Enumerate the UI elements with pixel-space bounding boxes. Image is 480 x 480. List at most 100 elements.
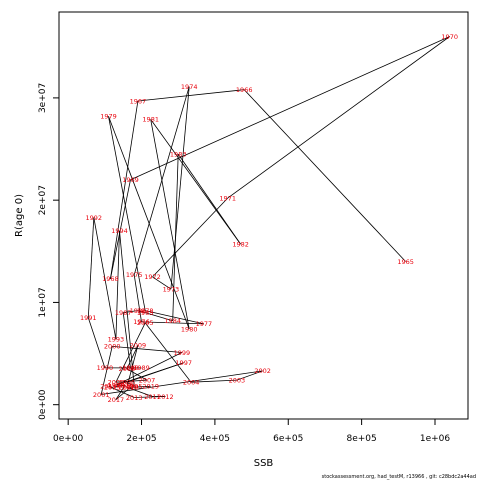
- path-segment-1983-1984: [172, 154, 179, 321]
- point-label-2004: 2004: [183, 379, 200, 387]
- path-segment-2016-2017: [115, 385, 126, 400]
- path-segment-1966-1967: [137, 89, 245, 102]
- point-label-1994: 1994: [111, 227, 128, 235]
- path-segment-1986-1987: [123, 310, 138, 313]
- point-label-1990: 1990: [97, 364, 114, 372]
- path-segment-1992-1993: [93, 217, 117, 340]
- path-segment-1985-1986: [137, 310, 146, 313]
- path-segment-1981-1982: [150, 119, 241, 245]
- point-label-1991: 1991: [80, 314, 97, 322]
- path-segment-1978-1979: [108, 116, 146, 311]
- path-segment-1975-1976: [133, 274, 142, 322]
- path-segment-1982-1983: [177, 153, 241, 245]
- point-label-1988: 1988: [122, 364, 139, 372]
- point-label-1968: 1968: [102, 275, 119, 283]
- point-label-1981: 1981: [142, 116, 159, 124]
- point-label-2010: 2010: [119, 384, 136, 392]
- point-label-1972: 1972: [144, 273, 161, 281]
- point-label-2002: 2002: [254, 367, 271, 375]
- x-tick-label: 1e+06: [420, 434, 451, 444]
- x-axis: 0e+00 2e+05 4e+05 6e+05 8e+05 1e+06: [53, 418, 451, 444]
- point-label-1973: 1973: [163, 285, 180, 293]
- point-label-1974: 1974: [181, 83, 198, 91]
- point-label-1967: 1967: [130, 97, 147, 105]
- point-label-2003: 2003: [229, 376, 246, 384]
- point-label-1987: 1987: [115, 309, 132, 317]
- x-tick-label: 0e+00: [53, 434, 84, 444]
- stock-recruit-path: [87, 36, 450, 400]
- path-segment-1998-1999: [115, 352, 183, 386]
- path-segment-1993-1994: [115, 230, 120, 340]
- point-label-1985: 1985: [137, 309, 154, 317]
- point-label-2005: 2005: [137, 319, 154, 327]
- path-segment-2015-2016: [112, 384, 126, 388]
- path-segment-2012-2013: [134, 396, 166, 398]
- point-label-2014: 2014: [100, 383, 117, 391]
- path-segment-1969-1970: [130, 36, 450, 181]
- path-segment-1979-1980: [108, 116, 190, 330]
- path-segment-1971-1972: [152, 197, 228, 278]
- point-label-2016: 2016: [117, 382, 134, 390]
- path-segment-1973-1974: [170, 86, 190, 290]
- point-label-1966: 1966: [236, 86, 253, 94]
- path-segment-1977-1978: [145, 310, 204, 325]
- y-axis: 0e+00 1e+07 2e+07 3e+07: [38, 83, 60, 420]
- point-label-2006: 2006: [108, 379, 125, 387]
- point-label-1980: 1980: [181, 325, 198, 333]
- path-segment-2017-2018: [115, 386, 131, 400]
- point-label-2017: 2017: [108, 396, 125, 404]
- path-segment-1999-2000: [112, 346, 182, 353]
- point-label-1998: 1998: [108, 382, 125, 390]
- path-segment-1970-1971: [227, 36, 450, 199]
- path-segment-1991-1992: [87, 217, 95, 318]
- x-tick-label: 4e+05: [200, 434, 230, 444]
- y-tick-label: 2e+07: [38, 185, 48, 215]
- path-segment-1967-1968: [110, 100, 139, 279]
- point-label-2019: 2019: [142, 383, 159, 391]
- path-segment-2013-2014: [108, 385, 135, 398]
- point-label-1989: 1989: [133, 364, 150, 372]
- x-tick-label: 8e+05: [346, 434, 376, 444]
- point-label-1970: 1970: [441, 33, 458, 41]
- y-axis-label: R(age 0): [14, 194, 25, 237]
- point-label-1997: 1997: [175, 359, 192, 367]
- point-label-2009: 2009: [130, 342, 147, 350]
- point-label-1984: 1984: [164, 317, 181, 325]
- point-label-1965: 1965: [397, 258, 414, 266]
- path-segment-1994-1995: [119, 230, 135, 387]
- path-segment-2004-2005: [144, 322, 192, 383]
- point-label-1975: 1975: [126, 271, 143, 279]
- path-segment-2010-2011: [126, 386, 153, 397]
- path-segment-2008-2009: [126, 345, 139, 370]
- path-segment-2018-2019: [130, 385, 151, 388]
- point-label-1976: 1976: [133, 318, 150, 326]
- y-tick-label: 1e+07: [38, 287, 48, 317]
- footer-text: stockassessment.org, had_testM, r13966 ,…: [322, 474, 476, 480]
- path-segment-1965-1966: [243, 89, 406, 262]
- point-label-2011: 2011: [144, 393, 161, 401]
- point-label-1999: 1999: [174, 349, 191, 357]
- path-segment-2007-2008: [126, 368, 148, 381]
- point-label-2012: 2012: [157, 393, 174, 401]
- y-tick-label: 3e+07: [38, 83, 48, 113]
- path-segment-2009-2010: [126, 345, 139, 388]
- point-label-1978: 1978: [137, 307, 154, 315]
- point-label-2001: 2001: [93, 391, 110, 399]
- point-label-1971: 1971: [219, 194, 236, 202]
- point-label-1982: 1982: [232, 240, 249, 248]
- point-label-2008: 2008: [119, 365, 136, 373]
- x-axis-label: SSB: [254, 458, 274, 469]
- path-segment-2003-2004: [191, 379, 237, 383]
- path-segment-2002-2003: [236, 370, 263, 381]
- path-segment-2005-2006: [115, 322, 146, 383]
- path-segment-2006-2007: [115, 379, 148, 383]
- point-label-2015: 2015: [104, 384, 121, 392]
- point-label-2013: 2013: [126, 394, 143, 402]
- x-tick-label: 2e+05: [126, 434, 156, 444]
- path-segment-2014-2015: [108, 385, 113, 388]
- path-segment-2000-2001: [100, 346, 113, 395]
- point-label-2007: 2007: [139, 376, 156, 384]
- path-segment-1976-1977: [141, 321, 204, 325]
